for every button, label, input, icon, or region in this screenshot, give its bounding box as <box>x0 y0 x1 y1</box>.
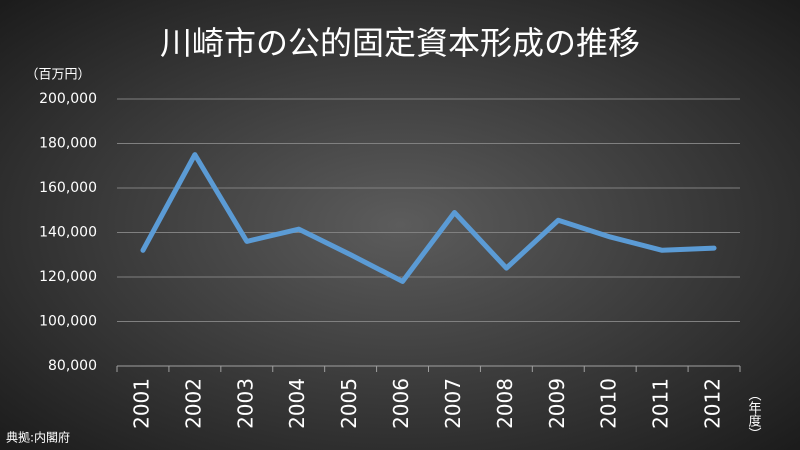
y-tick-label: 200,000 <box>39 91 97 107</box>
y-tick-label: 160,000 <box>39 180 97 196</box>
data-line <box>140 152 717 284</box>
x-tick-label: 2006 <box>389 378 413 429</box>
y-tick-label: 140,000 <box>39 225 97 241</box>
x-tick-label: 2005 <box>337 378 361 429</box>
x-tick-label: 2011 <box>649 378 673 429</box>
y-tick-label: 80,000 <box>48 358 97 374</box>
x-tick-label: 2008 <box>493 378 517 429</box>
chart-title: 川崎市の公的固定資本形成の推移 <box>160 24 640 62</box>
x-tick-label: 2012 <box>701 378 725 429</box>
x-tick-label: 2007 <box>441 378 465 429</box>
x-tick-label: 2001 <box>129 378 153 429</box>
x-tick-label: 2009 <box>545 378 569 429</box>
x-tick-label: 2003 <box>233 378 257 429</box>
x-tick-label: 2002 <box>181 378 205 429</box>
x-unit: （年度） <box>746 388 762 440</box>
x-tick-label: 2004 <box>285 378 309 429</box>
x-tick-label: 2010 <box>597 378 621 429</box>
y-tick-label: 100,000 <box>39 314 97 330</box>
y-tick-label: 120,000 <box>39 269 97 285</box>
y-unit: （百万円） <box>25 68 90 83</box>
source-note: 典拠:内閣府 <box>6 430 70 445</box>
y-tick-label: 180,000 <box>39 136 97 152</box>
